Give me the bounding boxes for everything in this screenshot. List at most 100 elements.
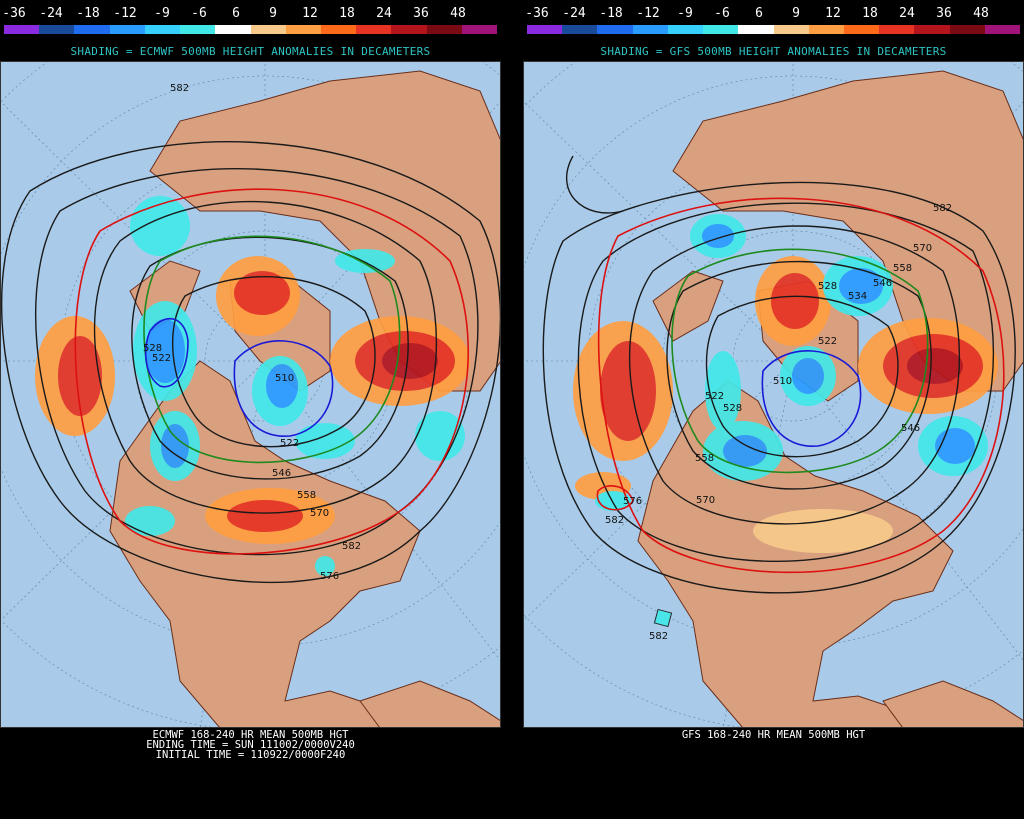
scale-label: 36 bbox=[936, 6, 952, 21]
scale-label: -6 bbox=[191, 6, 207, 21]
shading-title: SHADING = GFS 500MB HEIGHT ANOMALIES IN … bbox=[600, 45, 947, 58]
scale-label: -18 bbox=[76, 6, 100, 21]
color-swatch bbox=[949, 25, 985, 34]
anomaly-color-bar bbox=[527, 25, 1021, 34]
color-swatch bbox=[320, 25, 357, 34]
landmass-south-america bbox=[882, 680, 1024, 728]
scale-label: -6 bbox=[714, 6, 730, 21]
anomaly-scale-labels: -36 -24 -18 -12 -9 -6 6 9 12 18 24 36 48 bbox=[523, 7, 1024, 21]
ecmwf-map: 582 528 522 510 522 546 558 570 582 576 bbox=[0, 61, 501, 728]
color-swatch bbox=[4, 25, 40, 34]
color-swatch bbox=[461, 25, 498, 34]
color-swatch bbox=[738, 25, 774, 34]
color-swatch bbox=[984, 25, 1021, 34]
contour-label: 522 bbox=[818, 336, 837, 347]
landmass-eurasia bbox=[149, 70, 501, 392]
scale-label: -18 bbox=[599, 6, 623, 21]
anomaly-scale-labels: -36 -24 -18 -12 -9 -6 6 9 12 18 24 36 48 bbox=[0, 7, 501, 21]
color-swatch bbox=[215, 25, 251, 34]
color-swatch bbox=[285, 25, 321, 34]
scale-label: -24 bbox=[39, 6, 63, 21]
scale-label: 48 bbox=[973, 6, 989, 21]
color-swatch bbox=[879, 25, 915, 34]
map-footer: GFS 168-240 HR MEAN 500MB HGT bbox=[523, 729, 1024, 741]
color-swatch bbox=[914, 25, 950, 34]
scale-label: 36 bbox=[413, 6, 429, 21]
contour-label: 546 bbox=[901, 423, 920, 434]
contour-label: 510 bbox=[773, 376, 792, 387]
color-swatch bbox=[180, 25, 216, 34]
color-swatch bbox=[391, 25, 427, 34]
contour-label: 546 bbox=[272, 468, 291, 479]
scale-label: 18 bbox=[862, 6, 878, 21]
shading-title: SHADING = ECMWF 500MB HEIGHT ANOMALIES I… bbox=[70, 45, 431, 58]
scale-label: -36 bbox=[2, 6, 26, 21]
scale-label: -12 bbox=[636, 6, 660, 21]
color-swatch bbox=[808, 25, 844, 34]
contour-label: 510 bbox=[275, 373, 294, 384]
scale-label: 9 bbox=[269, 6, 277, 21]
scale-label: -12 bbox=[113, 6, 137, 21]
color-swatch bbox=[74, 25, 110, 34]
contour-label: 570 bbox=[913, 243, 932, 254]
contour-label: 546 bbox=[873, 278, 892, 289]
contour-label: 528 bbox=[723, 403, 742, 414]
contour-label: 534 bbox=[848, 291, 867, 302]
contour-label: 576 bbox=[623, 496, 642, 507]
contour-label: 522 bbox=[280, 438, 299, 449]
footer-line: ENDING TIME = SUN 111002/0000V240 bbox=[146, 739, 355, 751]
scale-label: -9 bbox=[677, 6, 693, 21]
color-swatch bbox=[843, 25, 880, 34]
color-swatch bbox=[632, 25, 668, 34]
color-swatch bbox=[356, 25, 392, 34]
contour-label: 570 bbox=[310, 508, 329, 519]
color-swatch bbox=[703, 25, 739, 34]
contour-label: 582 bbox=[649, 631, 668, 642]
landmass-south-america bbox=[359, 680, 501, 728]
contour-label: 522 bbox=[152, 353, 171, 364]
contour-label: 528 bbox=[143, 343, 162, 354]
contour-label: 582 bbox=[170, 83, 189, 94]
color-swatch bbox=[562, 25, 598, 34]
contour-label: 522 bbox=[705, 391, 724, 402]
map-footer: ECMWF 168-240 HR MEAN 500MB HGT ENDING T… bbox=[0, 729, 501, 761]
scale-label: 24 bbox=[899, 6, 915, 21]
scale-label: 12 bbox=[302, 6, 318, 21]
scale-label: 6 bbox=[755, 6, 763, 21]
color-swatch bbox=[426, 25, 462, 34]
color-swatch bbox=[144, 25, 181, 34]
scale-label: 24 bbox=[376, 6, 392, 21]
ecmwf-panel: -36 -24 -18 -12 -9 -6 6 9 12 18 24 36 48… bbox=[0, 0, 501, 819]
color-swatch bbox=[773, 25, 809, 34]
scale-label: -24 bbox=[562, 6, 586, 21]
color-swatch bbox=[250, 25, 286, 34]
scale-label: 6 bbox=[232, 6, 240, 21]
panel-divider bbox=[501, 0, 523, 819]
scale-label: -9 bbox=[154, 6, 170, 21]
contour-label: 528 bbox=[818, 281, 837, 292]
footer-line: INITIAL TIME = 110922/0000F240 bbox=[155, 749, 346, 761]
scale-label: -36 bbox=[525, 6, 549, 21]
color-swatch bbox=[39, 25, 75, 34]
scale-label: 9 bbox=[792, 6, 800, 21]
contour-label: 570 bbox=[696, 495, 715, 506]
contour-label: 582 bbox=[605, 515, 624, 526]
contour-label: 576 bbox=[320, 571, 339, 582]
footer-line: GFS 168-240 HR MEAN 500MB HGT bbox=[681, 729, 866, 741]
scale-label: 18 bbox=[339, 6, 355, 21]
color-swatch bbox=[667, 25, 704, 34]
color-swatch bbox=[109, 25, 145, 34]
gfs-panel: -36 -24 -18 -12 -9 -6 6 9 12 18 24 36 48… bbox=[523, 0, 1024, 819]
contour-label: 558 bbox=[297, 490, 316, 501]
scale-label: 48 bbox=[450, 6, 466, 21]
contour-label: 558 bbox=[695, 453, 714, 464]
gfs-map: 582 570 558 546 528 534 522 510 522 528 … bbox=[523, 61, 1024, 728]
contour-label: 582 bbox=[933, 203, 952, 214]
contour-label: 582 bbox=[342, 541, 361, 552]
color-swatch bbox=[527, 25, 563, 34]
contour-label: 558 bbox=[893, 263, 912, 274]
color-swatch bbox=[597, 25, 633, 34]
anomaly-color-bar bbox=[4, 25, 498, 34]
footer-line: ECMWF 168-240 HR MEAN 500MB HGT bbox=[152, 729, 349, 741]
scale-label: 12 bbox=[825, 6, 841, 21]
